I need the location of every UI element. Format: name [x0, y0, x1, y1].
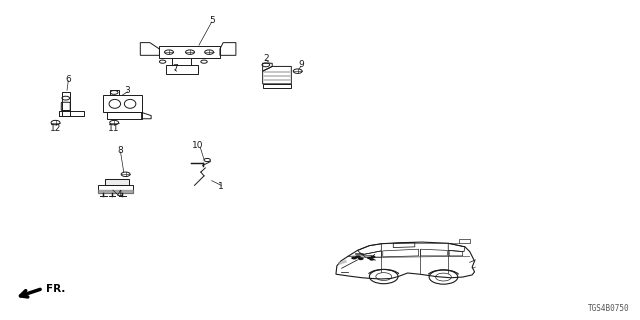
Text: 2: 2 — [263, 54, 269, 63]
Text: 8: 8 — [118, 146, 124, 155]
Text: 10: 10 — [192, 141, 204, 150]
Text: 11: 11 — [108, 124, 120, 133]
Circle shape — [351, 257, 357, 260]
Text: 5: 5 — [209, 16, 214, 25]
Text: 12: 12 — [50, 124, 61, 133]
Polygon shape — [104, 179, 129, 185]
Text: 7: 7 — [172, 63, 177, 73]
Polygon shape — [99, 190, 133, 193]
Circle shape — [367, 257, 372, 259]
Text: 9: 9 — [298, 60, 304, 69]
Circle shape — [371, 256, 376, 258]
Text: 4: 4 — [116, 190, 122, 199]
Text: 6: 6 — [65, 75, 71, 84]
Text: 1: 1 — [218, 182, 224, 191]
Circle shape — [355, 255, 361, 258]
Circle shape — [369, 258, 374, 260]
Text: TGS4B0750: TGS4B0750 — [588, 304, 629, 313]
Text: FR.: FR. — [46, 284, 65, 294]
Polygon shape — [339, 260, 346, 264]
Circle shape — [358, 257, 364, 260]
Text: 3: 3 — [125, 86, 131, 95]
